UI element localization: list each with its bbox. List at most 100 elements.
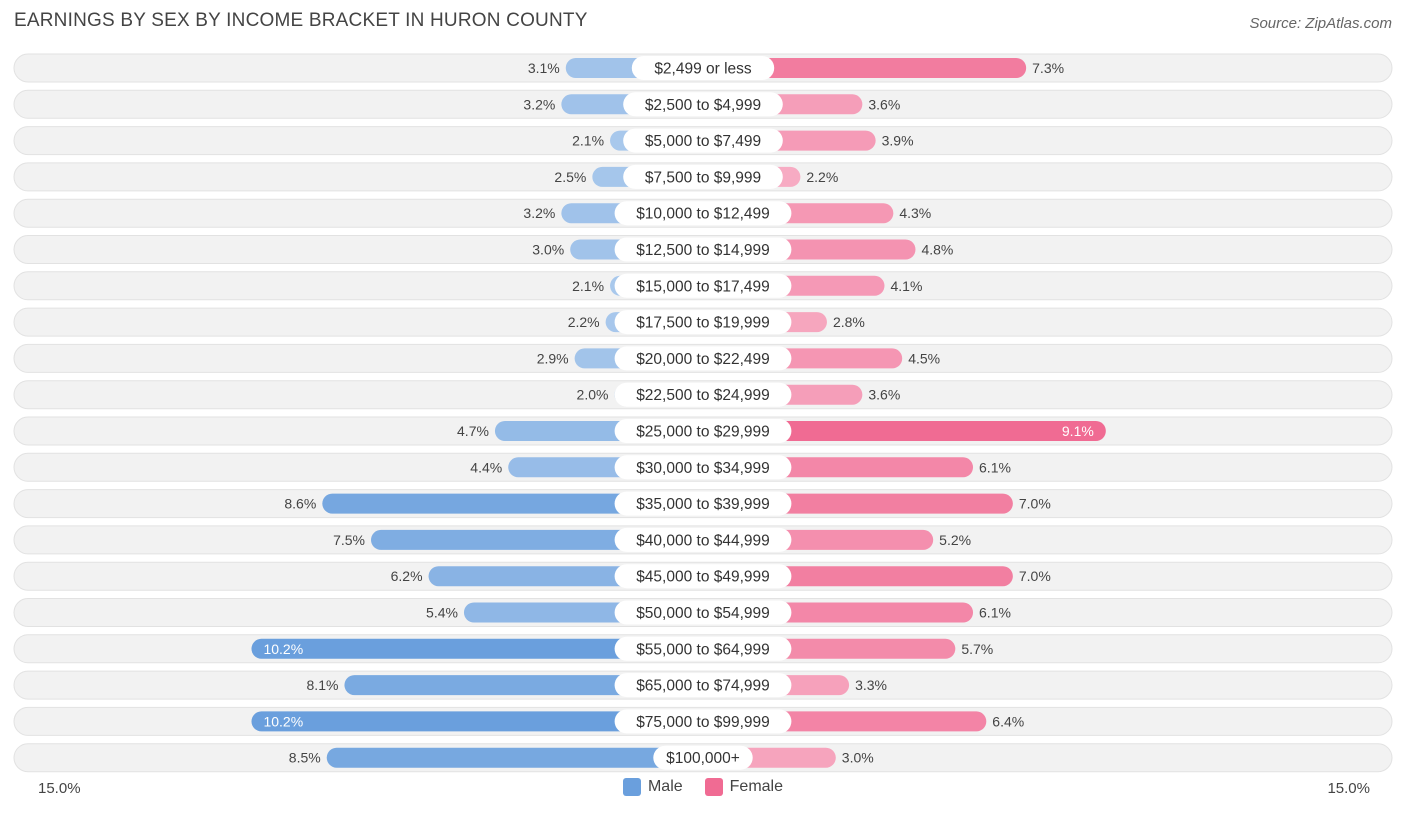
male-value-label: 10.2% xyxy=(263,641,303,657)
category-label: $15,000 to $17,499 xyxy=(636,278,770,295)
female-value-label: 5.7% xyxy=(961,641,993,657)
female-value-label: 6.1% xyxy=(979,459,1011,475)
male-value-label: 3.1% xyxy=(528,60,560,76)
bar-row: 3.2% 3.6% $2,500 to $4,999 xyxy=(13,89,1393,119)
category-label: $25,000 to $29,999 xyxy=(636,424,770,441)
category-pill xyxy=(614,600,792,625)
category-pill xyxy=(614,564,792,589)
male-value-label: 7.5% xyxy=(333,532,365,548)
bar-female[interactable] xyxy=(703,421,1106,441)
bar-row: 6.2% 7.0% $45,000 to $49,999 xyxy=(13,561,1393,591)
bar-row: 2.5% 2.2% $7,500 to $9,999 xyxy=(13,162,1393,192)
male-value-label: 10.2% xyxy=(263,713,303,729)
bar-row: 2.1% 4.1% $15,000 to $17,499 xyxy=(13,271,1393,301)
bar-row: 10.2% 6.4% $75,000 to $99,999 xyxy=(13,706,1393,736)
bar-male[interactable] xyxy=(326,747,703,768)
category-label: $40,000 to $44,999 xyxy=(636,532,770,549)
female-value-label: 9.1% xyxy=(1062,423,1094,439)
legend: Male Female xyxy=(0,778,1406,796)
bar-male[interactable] xyxy=(251,638,704,659)
legend-label-male: Male xyxy=(647,778,683,795)
legend-item-male[interactable]: Male xyxy=(622,778,683,796)
category-label: $55,000 to $64,999 xyxy=(636,641,770,658)
category-label: $75,000 to $99,999 xyxy=(636,714,770,731)
bar-row: 2.2% 2.8% $17,500 to $19,999 xyxy=(13,307,1393,337)
category-pill xyxy=(653,745,753,770)
male-value-label: 4.7% xyxy=(457,423,489,439)
bar-row: 2.9% 4.5% $20,000 to $22,499 xyxy=(13,343,1393,373)
bar-chart: 3.1% 7.3% $2,499 or less 3.2% 3.6% $2,500 to … xyxy=(13,53,1393,773)
category-pill xyxy=(614,709,792,734)
category-label: $20,000 to $22,499 xyxy=(636,351,770,368)
category-label: $5,000 to $7,499 xyxy=(645,133,761,150)
category-label: $2,499 or less xyxy=(654,61,752,78)
category-label: $2,500 to $4,999 xyxy=(645,97,761,114)
category-pill xyxy=(631,56,775,80)
bar-male[interactable] xyxy=(322,493,703,514)
bar-row: 8.5% 3.0% $100,000+ xyxy=(13,743,1393,773)
category-label: $45,000 to $49,999 xyxy=(636,569,770,586)
female-value-label: 4.8% xyxy=(921,242,953,258)
category-pill xyxy=(623,128,783,153)
female-value-label: 3.0% xyxy=(842,750,874,766)
category-pill xyxy=(614,237,792,262)
female-value-label: 7.3% xyxy=(1032,60,1064,76)
category-label: $22,500 to $24,999 xyxy=(636,387,770,404)
category-pill xyxy=(614,491,792,516)
category-pill xyxy=(614,382,792,407)
category-pill xyxy=(614,201,792,226)
axis-right-label: 15.0% xyxy=(1327,780,1370,797)
legend-item-female[interactable]: Female xyxy=(704,778,784,796)
female-value-label: 2.8% xyxy=(833,314,865,330)
bar-row: 8.6% 7.0% $35,000 to $39,999 xyxy=(13,489,1393,519)
bar-female[interactable] xyxy=(703,58,1027,78)
male-value-label: 2.1% xyxy=(572,133,604,149)
male-value-label: 2.1% xyxy=(572,278,604,294)
category-pill xyxy=(623,92,783,117)
bar-row: 8.1% 3.3% $65,000 to $74,999 xyxy=(13,670,1393,700)
female-value-label: 3.3% xyxy=(855,677,887,693)
female-value-label: 4.1% xyxy=(890,278,922,294)
category-pill xyxy=(614,310,792,335)
category-pill xyxy=(614,636,792,661)
female-value-label: 3.6% xyxy=(868,387,900,403)
category-label: $50,000 to $54,999 xyxy=(636,605,770,622)
category-pill xyxy=(614,455,792,480)
male-value-label: 5.4% xyxy=(426,605,458,621)
category-label: $10,000 to $12,499 xyxy=(636,206,770,223)
female-value-label: 2.2% xyxy=(806,169,838,185)
category-label: $7,500 to $9,999 xyxy=(645,169,761,186)
male-value-label: 8.5% xyxy=(289,750,321,766)
female-value-label: 7.0% xyxy=(1019,496,1051,512)
category-pill xyxy=(623,164,783,189)
legend-label-female: Female xyxy=(729,778,784,795)
female-value-label: 3.9% xyxy=(882,133,914,149)
female-value-label: 7.0% xyxy=(1019,568,1051,584)
female-value-label: 6.1% xyxy=(979,605,1011,621)
bar-male[interactable] xyxy=(251,711,704,732)
bar-row: 3.0% 4.8% $12,500 to $14,999 xyxy=(13,235,1393,264)
category-label: $35,000 to $39,999 xyxy=(636,496,770,513)
bar-row: 5.4% 6.1% $50,000 to $54,999 xyxy=(13,598,1393,627)
bar-row: 3.2% 4.3% $10,000 to $12,499 xyxy=(13,198,1393,228)
category-pill xyxy=(614,527,792,552)
female-value-label: 5.2% xyxy=(939,532,971,548)
male-value-label: 2.0% xyxy=(577,387,609,403)
source-label: Source: ZipAtlas.com xyxy=(1249,15,1392,32)
male-value-label: 2.9% xyxy=(537,350,569,366)
category-label: $100,000+ xyxy=(666,750,740,767)
category-pill xyxy=(614,273,792,298)
bar-row: 4.4% 6.1% $30,000 to $34,999 xyxy=(13,452,1393,482)
bar-male[interactable] xyxy=(344,675,703,696)
bar-row: 7.5% 5.2% $40,000 to $44,999 xyxy=(13,525,1393,555)
male-value-label: 8.1% xyxy=(307,677,339,693)
female-value-label: 6.4% xyxy=(992,713,1024,729)
male-value-label: 2.5% xyxy=(554,169,586,185)
category-label: $12,500 to $14,999 xyxy=(636,242,770,259)
female-value-label: 4.5% xyxy=(908,350,940,366)
legend-swatch-male xyxy=(622,778,641,796)
category-label: $17,500 to $19,999 xyxy=(636,315,770,332)
male-value-label: 3.2% xyxy=(523,96,555,112)
category-pill xyxy=(614,346,792,371)
male-value-label: 2.2% xyxy=(568,314,600,330)
